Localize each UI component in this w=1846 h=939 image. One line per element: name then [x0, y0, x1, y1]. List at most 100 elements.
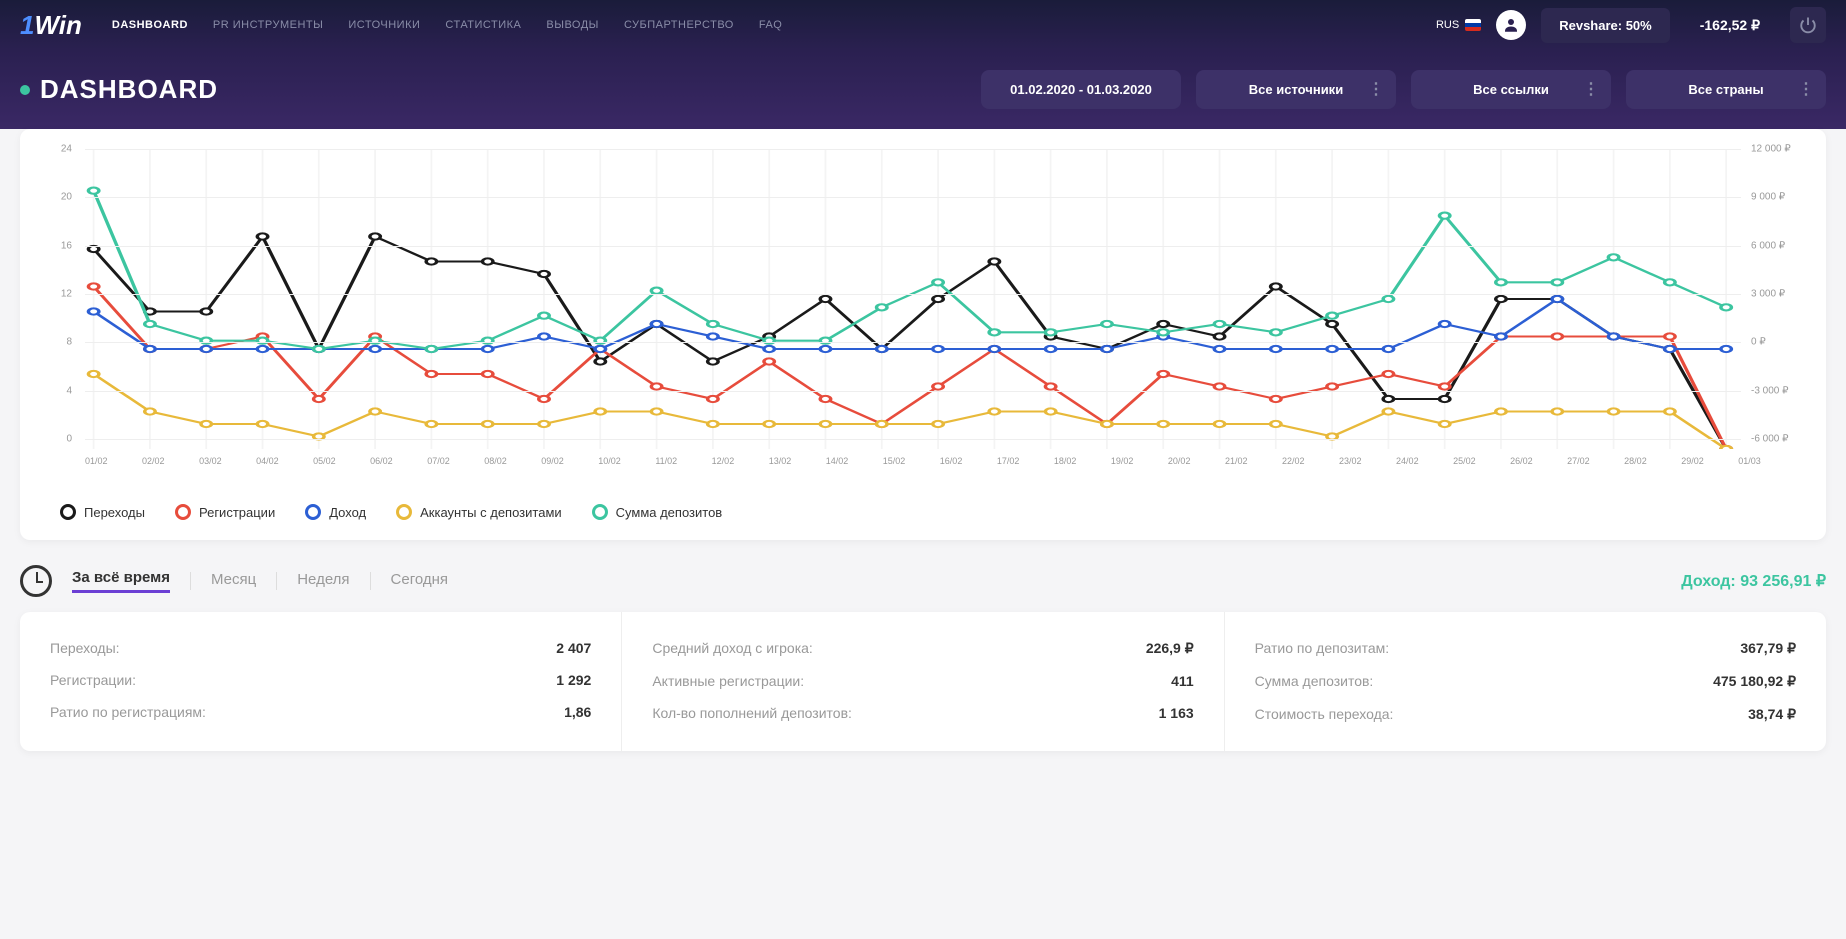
nav-item[interactable]: СУБПАРТНЕРСТВО: [624, 19, 734, 31]
chart-point[interactable]: [426, 421, 436, 427]
chart-point[interactable]: [1045, 408, 1055, 414]
time-tab[interactable]: Месяц: [211, 571, 256, 592]
chart-point[interactable]: [877, 304, 887, 310]
chart-point[interactable]: [1439, 421, 1449, 427]
chart-point[interactable]: [1721, 446, 1731, 449]
legend-item[interactable]: Аккаунты с депозитами: [396, 504, 562, 520]
chart-point[interactable]: [1045, 383, 1055, 389]
chart-point[interactable]: [1496, 279, 1506, 285]
time-tab[interactable]: За всё время: [72, 569, 170, 593]
chart-point[interactable]: [764, 358, 774, 364]
chart-point[interactable]: [764, 346, 774, 352]
chart-point[interactable]: [1045, 329, 1055, 335]
chart-point[interactable]: [1102, 321, 1112, 327]
chart-point[interactable]: [1327, 321, 1337, 327]
chart-point[interactable]: [426, 371, 436, 377]
chart-point[interactable]: [1439, 383, 1449, 389]
chart-point[interactable]: [708, 333, 718, 339]
chart-point[interactable]: [1383, 408, 1393, 414]
user-avatar[interactable]: [1496, 10, 1526, 40]
chart-point[interactable]: [820, 346, 830, 352]
chart-point[interactable]: [989, 329, 999, 335]
chart-point[interactable]: [370, 346, 380, 352]
revshare-button[interactable]: Revshare: 50%: [1541, 8, 1670, 43]
nav-item[interactable]: FAQ: [759, 19, 783, 31]
chart-point[interactable]: [1496, 333, 1506, 339]
chart-point[interactable]: [1102, 421, 1112, 427]
chart-point[interactable]: [1383, 371, 1393, 377]
chart-point[interactable]: [877, 421, 887, 427]
links-filter-button[interactable]: Все ссылки ⋮: [1411, 70, 1611, 109]
chart-point[interactable]: [257, 233, 267, 239]
chart-point[interactable]: [1665, 279, 1675, 285]
logout-button[interactable]: [1790, 7, 1826, 43]
chart-point[interactable]: [820, 421, 830, 427]
chart-point[interactable]: [539, 333, 549, 339]
chart-point[interactable]: [1327, 383, 1337, 389]
chart-point[interactable]: [88, 371, 98, 377]
chart-point[interactable]: [1327, 346, 1337, 352]
chart-point[interactable]: [1496, 408, 1506, 414]
chart-point[interactable]: [933, 296, 943, 302]
chart-point[interactable]: [708, 396, 718, 402]
chart-point[interactable]: [708, 321, 718, 327]
chart-point[interactable]: [426, 346, 436, 352]
chart-point[interactable]: [1608, 408, 1618, 414]
countries-filter-button[interactable]: Все страны ⋮: [1626, 70, 1826, 109]
chart-point[interactable]: [1271, 396, 1281, 402]
chart-point[interactable]: [88, 246, 98, 252]
chart-point[interactable]: [933, 279, 943, 285]
time-tab[interactable]: Неделя: [297, 571, 349, 592]
chart-point[interactable]: [764, 421, 774, 427]
chart-point[interactable]: [1214, 421, 1224, 427]
chart-point[interactable]: [1552, 408, 1562, 414]
date-range-button[interactable]: 01.02.2020 - 01.03.2020: [981, 70, 1181, 109]
chart-point[interactable]: [539, 271, 549, 277]
chart-point[interactable]: [370, 408, 380, 414]
chart-point[interactable]: [877, 346, 887, 352]
chart-point[interactable]: [708, 358, 718, 364]
nav-item[interactable]: DASHBOARD: [112, 19, 188, 31]
chart-point[interactable]: [88, 188, 98, 194]
chart-point[interactable]: [651, 321, 661, 327]
chart-point[interactable]: [1158, 371, 1168, 377]
chart-point[interactable]: [201, 421, 211, 427]
chart-point[interactable]: [1608, 333, 1618, 339]
chart-point[interactable]: [370, 233, 380, 239]
chart-point[interactable]: [201, 308, 211, 314]
chart-point[interactable]: [1271, 421, 1281, 427]
chart-point[interactable]: [1665, 333, 1675, 339]
chart-point[interactable]: [1552, 333, 1562, 339]
logo[interactable]: 1Win: [20, 10, 82, 41]
chart-point[interactable]: [1271, 329, 1281, 335]
chart-point[interactable]: [1721, 346, 1731, 352]
chart-point[interactable]: [989, 408, 999, 414]
chart-point[interactable]: [708, 421, 718, 427]
chart-point[interactable]: [1214, 321, 1224, 327]
chart-point[interactable]: [1496, 296, 1506, 302]
chart-point[interactable]: [1665, 408, 1675, 414]
chart-point[interactable]: [820, 296, 830, 302]
chart-point[interactable]: [539, 396, 549, 402]
chart-point[interactable]: [482, 371, 492, 377]
chart-point[interactable]: [1439, 213, 1449, 219]
nav-item[interactable]: СТАТИСТИКА: [445, 19, 521, 31]
chart-point[interactable]: [482, 258, 492, 264]
chart-point[interactable]: [1214, 333, 1224, 339]
nav-item[interactable]: PR ИНСТРУМЕНТЫ: [213, 19, 323, 31]
chart-point[interactable]: [314, 346, 324, 352]
chart-point[interactable]: [1721, 304, 1731, 310]
chart-point[interactable]: [1045, 346, 1055, 352]
legend-item[interactable]: Переходы: [60, 504, 145, 520]
chart-point[interactable]: [1214, 346, 1224, 352]
chart-point[interactable]: [1439, 396, 1449, 402]
chart-point[interactable]: [88, 283, 98, 289]
line-chart[interactable]: [50, 149, 1796, 449]
chart-point[interactable]: [1271, 283, 1281, 289]
chart-point[interactable]: [88, 308, 98, 314]
chart-point[interactable]: [145, 321, 155, 327]
chart-point[interactable]: [1383, 346, 1393, 352]
chart-point[interactable]: [257, 346, 267, 352]
chart-point[interactable]: [1439, 321, 1449, 327]
chart-point[interactable]: [1665, 346, 1675, 352]
